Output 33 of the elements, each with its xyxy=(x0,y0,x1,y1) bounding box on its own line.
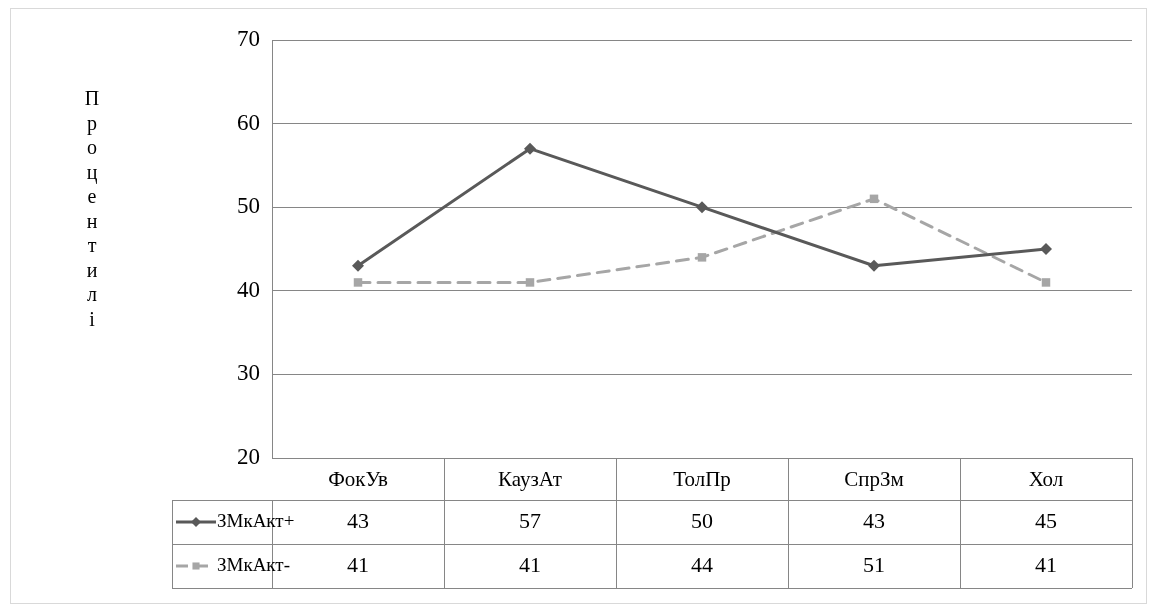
point xyxy=(353,278,363,287)
point xyxy=(352,259,364,272)
legend-label: ЗМкАкт- xyxy=(217,553,290,575)
point xyxy=(1040,243,1052,255)
point xyxy=(525,278,535,287)
x-tick-label: ФокУв xyxy=(328,467,388,492)
text: Процентилі xyxy=(84,87,100,330)
y-tick-label: 70 xyxy=(237,26,260,52)
point xyxy=(1041,278,1051,287)
x-tick-label: Хол xyxy=(1028,467,1064,492)
y-tick-label: 30 xyxy=(237,360,260,386)
point xyxy=(697,253,707,262)
point xyxy=(524,142,536,155)
y-tick-label: 20 xyxy=(237,444,260,470)
data-label: 41 xyxy=(1035,551,1057,577)
data-label: 43 xyxy=(347,507,369,533)
point xyxy=(696,201,708,214)
data-label: 57 xyxy=(519,507,541,533)
y-tick-label: 40 xyxy=(237,276,260,302)
point xyxy=(868,259,880,272)
data-label: 41 xyxy=(347,551,369,577)
data-label: 44 xyxy=(691,551,713,577)
data-label: 51 xyxy=(863,551,885,577)
data-label: 45 xyxy=(1035,507,1057,533)
legend-label: ЗМкАкт+ xyxy=(217,509,295,531)
data-label: 43 xyxy=(863,507,885,533)
data-label: 41 xyxy=(519,551,541,577)
x-tick-label: КаузАт xyxy=(497,467,563,492)
data-label: 50 xyxy=(691,507,713,533)
y-tick-label: 60 xyxy=(237,109,260,135)
x-tick-label: СпрЗм xyxy=(844,467,904,492)
y-tick-label: 50 xyxy=(237,193,260,219)
x-tick-label: ТолПр xyxy=(673,467,731,492)
